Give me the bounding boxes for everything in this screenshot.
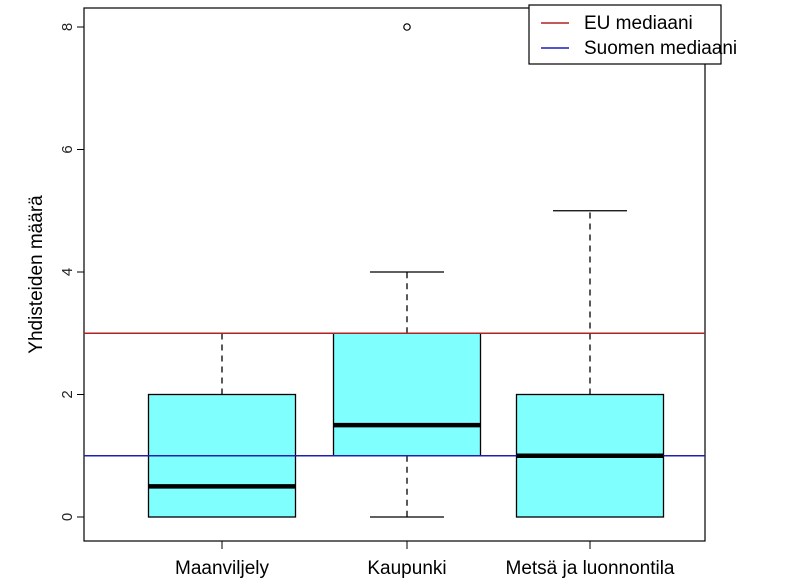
legend-box xyxy=(528,4,722,65)
box-2 xyxy=(332,332,482,457)
x-category-label: Maanviljely xyxy=(175,558,269,579)
plot-frame xyxy=(83,7,706,542)
legend-label: Suomen mediaani xyxy=(584,38,737,59)
legend: EU mediaani Suomen mediaani xyxy=(528,4,737,65)
y-tick-label: 8 xyxy=(59,23,76,31)
y-tick-label: 0 xyxy=(59,513,76,521)
x-category-label: Metsä ja luonnontila xyxy=(506,558,675,579)
y-axis-title: Yhdisteiden määrä xyxy=(26,195,47,354)
x-category-label: Kaupunki xyxy=(367,558,446,579)
legend-label: EU mediaani xyxy=(584,13,693,34)
outlier-point xyxy=(403,23,411,31)
y-tick-label: 6 xyxy=(59,145,76,153)
y-tick-label: 2 xyxy=(59,390,76,398)
y-tick-label: 4 xyxy=(59,268,76,276)
